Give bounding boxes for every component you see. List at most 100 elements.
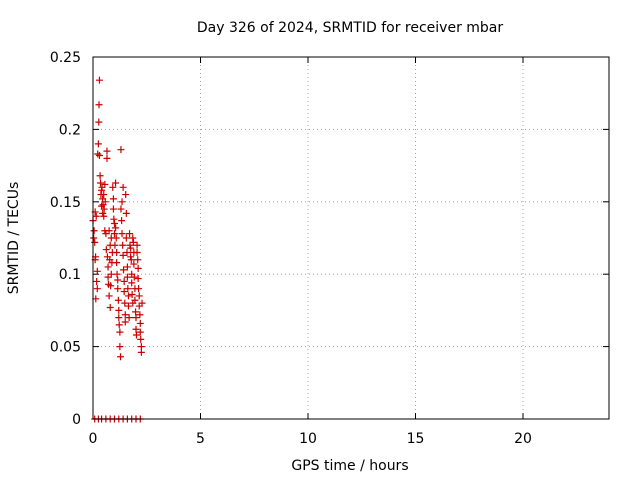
- data-point: [120, 288, 128, 296]
- data-point: [123, 263, 131, 271]
- data-point: [128, 290, 136, 298]
- data-point: [134, 275, 142, 283]
- data-point: [102, 246, 110, 254]
- data-point: [127, 256, 135, 264]
- data-point: [128, 279, 136, 287]
- data-point: [129, 238, 137, 246]
- data-point: [133, 248, 141, 256]
- data-point: [94, 150, 102, 158]
- data-point: [137, 335, 145, 343]
- data-point: [130, 273, 138, 281]
- data-point: [134, 264, 142, 272]
- data-point: [116, 328, 124, 336]
- data-point: [133, 241, 141, 249]
- data-point: [115, 314, 123, 322]
- data-point: [106, 304, 114, 312]
- data-point: [93, 277, 101, 285]
- data-point: [136, 328, 144, 336]
- data-point: [120, 277, 128, 285]
- data-point: [104, 263, 112, 271]
- data-point: [124, 302, 132, 310]
- data-point: [136, 311, 144, 319]
- data-point: [123, 248, 131, 256]
- data-point: [120, 266, 128, 274]
- x-tick-label: 10: [299, 431, 317, 447]
- data-point: [122, 209, 130, 217]
- data-point: [122, 234, 130, 242]
- data-point: [127, 244, 135, 252]
- data-point: [109, 205, 117, 213]
- y-axis-label: SRMTID / TECUs: [6, 182, 22, 295]
- data-point: [138, 299, 146, 307]
- data-point: [113, 248, 121, 256]
- data-point: [117, 205, 125, 213]
- data-point: [117, 146, 125, 154]
- data-point: [117, 353, 125, 361]
- y-tick-label: 0.15: [50, 195, 81, 211]
- data-point: [100, 212, 108, 220]
- data-point: [112, 224, 120, 232]
- data-point: [100, 191, 108, 199]
- data-point: [103, 147, 111, 155]
- data-point: [125, 314, 133, 322]
- y-tick-label: 0.25: [50, 50, 81, 66]
- data-point: [114, 285, 122, 293]
- data-point: [105, 227, 113, 235]
- data-point: [94, 140, 102, 148]
- y-axis-ticks: 0 0.05 0.1 0.15 0.2 0.25: [50, 50, 609, 428]
- plot-frame: [92, 56, 610, 420]
- data-point: [136, 319, 144, 327]
- data-point: [114, 296, 122, 304]
- data-point: [97, 179, 105, 187]
- data-point: [109, 195, 117, 203]
- x-tick-label: 20: [514, 431, 532, 447]
- data-point: [95, 101, 103, 109]
- data-point: [111, 230, 118, 238]
- data-point: [130, 260, 138, 268]
- chart-title: Day 326 of 2024, SRMTID for receiver mba…: [197, 20, 504, 36]
- data-point: [95, 76, 103, 84]
- data-point: [90, 234, 98, 242]
- x-tick-label: 0: [89, 431, 98, 447]
- y-tick-label: 0.2: [59, 122, 81, 138]
- data-point: [112, 234, 120, 242]
- data-point: [122, 191, 130, 199]
- data-point: [91, 238, 99, 246]
- data-point: [95, 151, 103, 159]
- x-tick-label: 5: [196, 431, 205, 447]
- data-point: [96, 172, 104, 180]
- data-point: [132, 331, 140, 339]
- data-point: [119, 241, 127, 249]
- data-point: [123, 273, 131, 281]
- data-point: [116, 343, 124, 351]
- data-point: [137, 348, 145, 356]
- data-point: [124, 285, 132, 293]
- data-point: [92, 212, 100, 220]
- data-point: [103, 154, 111, 162]
- data-point: [90, 227, 98, 235]
- data-point: [124, 292, 132, 300]
- data-point: [121, 318, 129, 326]
- data-point: [129, 234, 137, 242]
- data-point: [93, 285, 101, 293]
- data-point: [111, 241, 119, 249]
- data-points: [89, 76, 146, 423]
- data-point: [105, 292, 113, 300]
- x-axis-label: GPS time / hours: [291, 458, 408, 474]
- data-point: [119, 251, 127, 259]
- x-tick-label: 15: [407, 431, 425, 447]
- data-point: [118, 217, 126, 225]
- data-point: [135, 285, 143, 293]
- data-point: [121, 311, 129, 319]
- data-point: [131, 296, 139, 304]
- data-point: [100, 205, 108, 213]
- data-point: [118, 230, 126, 238]
- data-point: [126, 230, 134, 238]
- data-point: [101, 180, 109, 188]
- data-point: [118, 198, 126, 206]
- y-tick-label: 0.05: [50, 340, 81, 356]
- y-tick-label: 0.1: [59, 267, 81, 283]
- data-point: [134, 256, 142, 264]
- data-point: [93, 267, 101, 275]
